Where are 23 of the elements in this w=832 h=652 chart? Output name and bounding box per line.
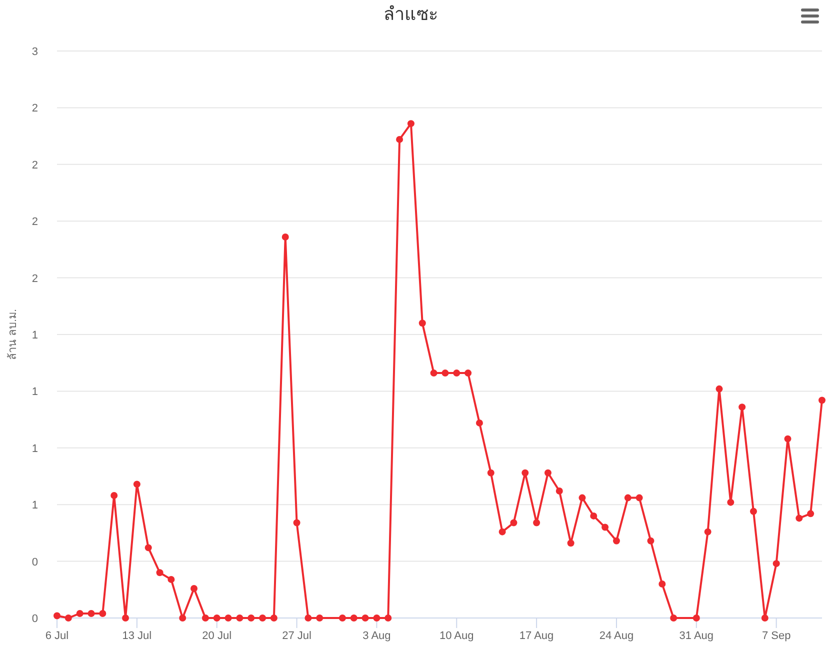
y-tick-label: 2 — [32, 272, 38, 285]
y-tick-label: 2 — [32, 216, 38, 228]
x-tick-label: 31 Aug — [679, 630, 714, 642]
y-tick-label: 1 — [32, 386, 38, 398]
x-tick-label: 7 Sep — [762, 630, 791, 642]
y-tick-label: 2 — [32, 102, 38, 115]
y-tick-label: 3 — [32, 46, 38, 58]
y-axis-title: ล้าน ลบ.ม. — [7, 308, 19, 360]
x-tick-label: 20 Jul — [202, 630, 232, 642]
x-tick-label: 6 Jul — [45, 630, 69, 642]
y-tick-label: 0 — [32, 556, 38, 568]
x-tick-label: 13 Jul — [122, 630, 152, 642]
y-tick-label: 2 — [32, 159, 38, 172]
y-tick-label: 1 — [32, 330, 38, 342]
x-tick-label: 27 Jul — [282, 630, 312, 642]
y-tick-label: 1 — [32, 442, 38, 455]
x-tick-label: 3 Aug — [362, 630, 391, 642]
y-tick-label: 0 — [32, 613, 38, 625]
y-tick-label: 1 — [32, 500, 38, 512]
x-tick-label: 10 Aug — [439, 630, 474, 642]
x-tick-label: 17 Aug — [519, 630, 554, 642]
x-tick-label: 24 Aug — [599, 630, 634, 642]
chart-title: ลำแซะ — [384, 4, 438, 24]
